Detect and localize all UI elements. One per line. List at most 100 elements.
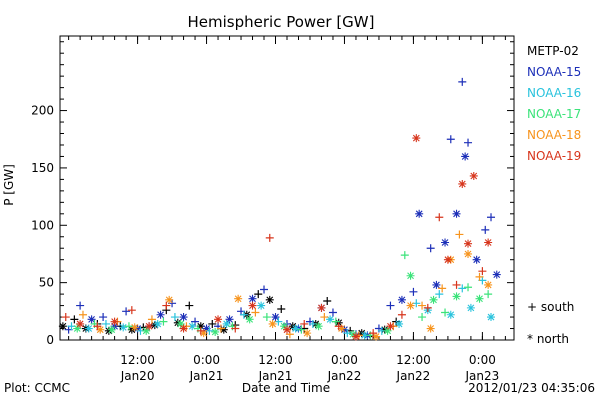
data-point-north — [415, 209, 424, 218]
data-point-north — [119, 323, 128, 332]
data-point-south — [455, 230, 464, 239]
data-point-north — [360, 331, 369, 340]
footer-timestamp: 2012/01/23 04:35:06 — [468, 381, 595, 395]
x-tick-label-date: Jan23 — [465, 369, 500, 383]
data-point-north — [487, 313, 496, 322]
data-point-south — [61, 313, 70, 322]
data-point-north — [406, 271, 415, 280]
data-point-south — [438, 284, 447, 293]
data-point-north — [475, 294, 484, 303]
data-point-north — [257, 301, 266, 310]
x-tick-label-date: Jan21 — [189, 369, 224, 383]
data-point-south — [423, 303, 432, 312]
data-point-south — [99, 313, 108, 322]
data-point-south — [70, 315, 79, 324]
y-tick-label: 200 — [31, 104, 54, 118]
x-tick-label-time: 0:00 — [193, 353, 220, 367]
data-point-south — [231, 324, 240, 333]
data-point-north — [280, 322, 289, 331]
data-point-north — [432, 280, 441, 289]
data-point-north — [464, 249, 473, 258]
data-point-north — [458, 179, 467, 188]
data-point-south — [475, 272, 484, 281]
data-point-north — [383, 326, 392, 335]
data-point-south — [452, 280, 461, 289]
data-point-north — [484, 238, 493, 247]
data-point-south — [162, 301, 171, 310]
x-tick-label-time: 0:00 — [331, 353, 358, 367]
data-point-north — [386, 322, 395, 331]
y-tick-label: 150 — [31, 161, 54, 175]
data-point-south — [464, 283, 473, 292]
chart-title: Hemispheric Power [GW] — [188, 13, 375, 31]
data-point-north — [107, 325, 116, 334]
data-point-south — [93, 322, 102, 331]
x-tick-label-time: 0:00 — [469, 353, 496, 367]
data-point-south — [320, 313, 329, 322]
series-noaa-19 — [61, 134, 493, 341]
data-point-north — [317, 303, 326, 312]
data-point-north — [156, 310, 165, 319]
legend-entry: NOAA-16 — [527, 86, 581, 100]
data-point-north — [446, 310, 455, 319]
legend-entry: METP-02 — [527, 44, 579, 58]
data-point-south — [343, 329, 352, 338]
data-point-north — [196, 322, 205, 331]
data-point-south — [334, 322, 343, 331]
data-point-south — [277, 305, 286, 314]
data-point-north — [96, 325, 105, 334]
data-point-north — [303, 329, 312, 338]
data-point-south — [308, 319, 317, 328]
data-point-north — [397, 295, 406, 304]
data-point-south — [397, 310, 406, 319]
y-tick-label: 100 — [31, 218, 54, 232]
data-point-north — [234, 294, 243, 303]
data-point-north — [87, 315, 96, 324]
data-point-south — [216, 324, 225, 333]
data-point-north — [351, 332, 360, 341]
data-point-north — [271, 313, 280, 322]
data-point-south — [418, 301, 427, 310]
y-tick-label: 0 — [46, 333, 54, 347]
data-point-north — [176, 319, 185, 328]
data-point-north — [429, 295, 438, 304]
data-point-north — [211, 327, 220, 336]
marker-legend-south: + south — [527, 300, 574, 314]
data-point-south — [191, 317, 200, 326]
data-point-south — [464, 138, 473, 147]
data-point-north — [214, 315, 223, 324]
legend-entry: NOAA-19 — [527, 149, 581, 163]
y-axis-label: P [GW] — [2, 164, 16, 206]
data-point-south — [205, 326, 214, 335]
data-point-south — [458, 77, 467, 86]
data-point-south — [400, 251, 409, 260]
data-point-south — [484, 290, 493, 299]
data-point-south — [285, 330, 294, 339]
legend-entry: NOAA-15 — [527, 65, 581, 79]
data-point-south — [147, 315, 156, 324]
data-point-south — [441, 308, 450, 317]
data-point-north — [452, 292, 461, 301]
data-point-south — [76, 301, 85, 310]
data-point-north — [142, 326, 151, 335]
data-point-south — [412, 299, 421, 308]
data-point-north — [406, 301, 415, 310]
data-point-north — [340, 325, 349, 334]
data-point-south — [386, 301, 395, 310]
data-point-south — [297, 325, 306, 334]
data-point-north — [222, 319, 231, 328]
data-point-south — [127, 306, 136, 315]
data-point-north — [326, 315, 335, 324]
data-point-north — [73, 324, 82, 333]
data-point-south — [78, 310, 87, 319]
data-point-south — [458, 284, 467, 293]
data-point-north — [150, 321, 159, 330]
x-tick-label-date: Jan22 — [327, 369, 362, 383]
data-point-north — [84, 324, 93, 333]
data-point-north — [145, 322, 154, 331]
data-point-north — [283, 325, 291, 334]
data-point-north — [165, 295, 174, 304]
data-point-south — [67, 322, 76, 331]
data-point-north — [110, 322, 119, 331]
data-point-north — [492, 270, 501, 279]
